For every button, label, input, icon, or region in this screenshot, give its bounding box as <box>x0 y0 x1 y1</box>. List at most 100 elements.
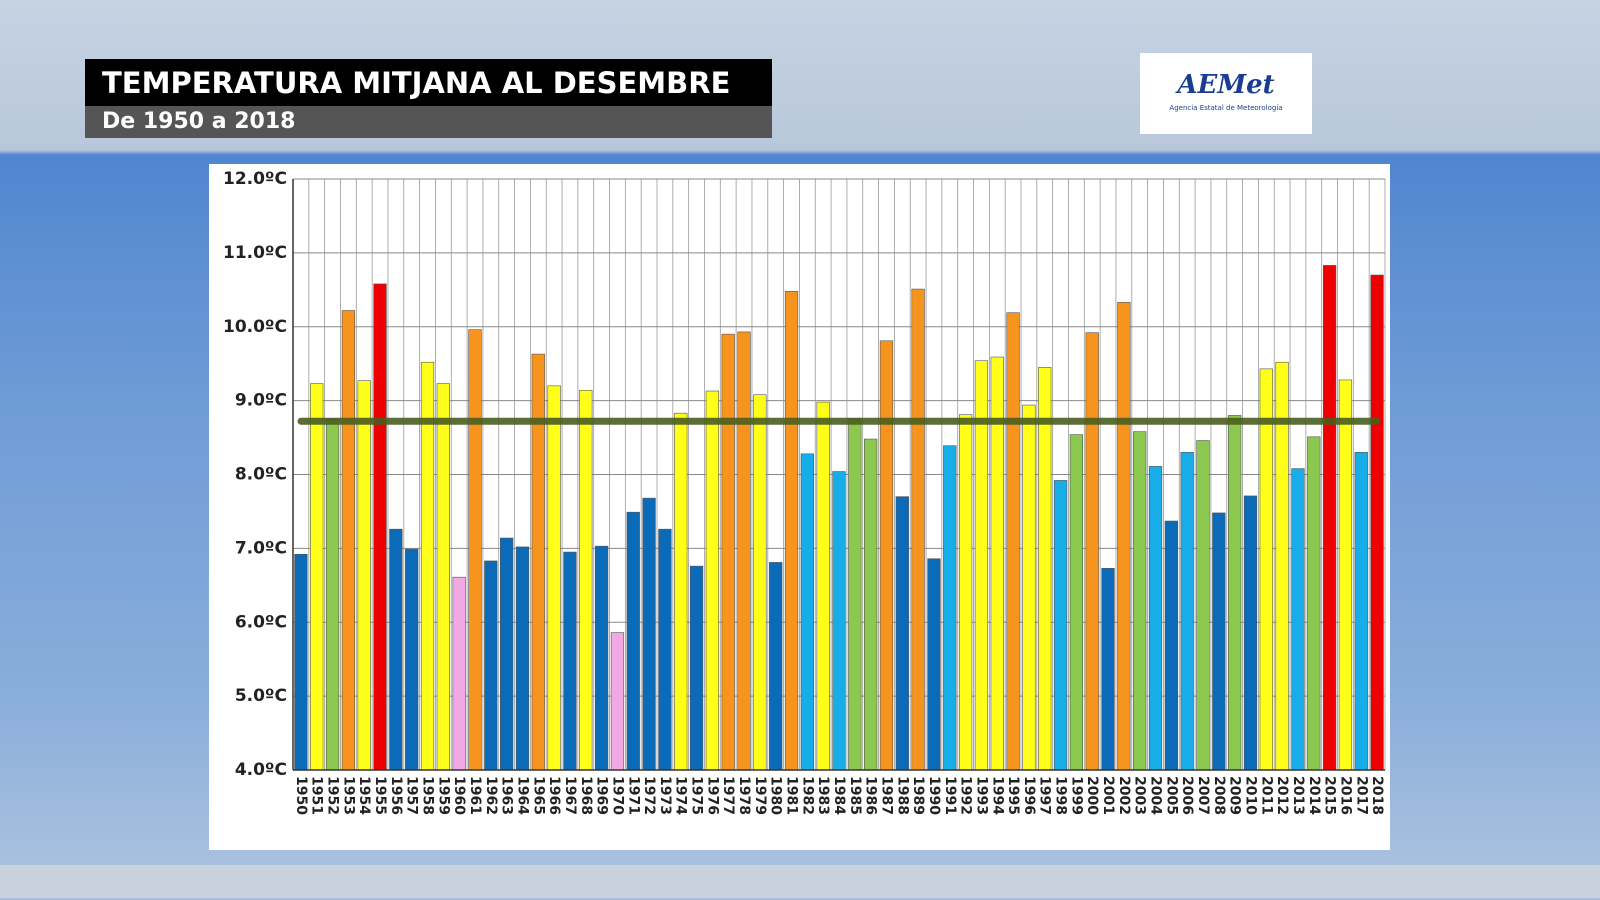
logo-box <box>1140 53 1312 134</box>
bar <box>563 551 577 771</box>
x-tick-label: 1970 <box>609 776 625 815</box>
bar <box>705 390 720 771</box>
bar <box>769 562 783 771</box>
bar <box>1212 512 1226 771</box>
x-tick-label: 1953 <box>340 776 356 815</box>
bar <box>310 383 324 771</box>
bar <box>1006 312 1020 771</box>
bar <box>468 329 482 771</box>
x-tick-label: 2005 <box>1163 776 1179 815</box>
bar <box>1354 452 1368 771</box>
x-tick-label: 1981 <box>784 776 800 815</box>
bar <box>832 471 846 771</box>
x-tick-label: 1957 <box>404 776 420 815</box>
x-tick-label: 1983 <box>815 776 831 815</box>
x-tick-label: 1982 <box>799 776 815 815</box>
x-tick-label: 2011 <box>1258 776 1274 815</box>
subtitle: De 1950 a 2018 <box>102 109 296 134</box>
bar <box>864 438 878 771</box>
x-tick-label: 1984 <box>831 776 847 815</box>
bar <box>484 560 498 771</box>
logo-name: AEMet <box>1177 70 1275 100</box>
bar <box>373 283 387 771</box>
x-tick-label: 1966 <box>546 776 562 815</box>
bar <box>610 632 625 771</box>
y-tick-label: 11.0ºC <box>223 243 287 263</box>
x-tick-label: 1975 <box>689 776 705 815</box>
x-tick-label: 1974 <box>673 776 689 815</box>
x-tick-label: 1999 <box>1068 776 1084 815</box>
bar <box>689 565 704 771</box>
x-tick-label: 1971 <box>625 776 641 815</box>
x-tick-label: 2009 <box>1227 776 1243 815</box>
x-tick-label: 2007 <box>1195 776 1211 815</box>
x-tick-label: 1985 <box>847 776 863 815</box>
x-tick-label: 1997 <box>1037 776 1053 815</box>
x-tick-label: 1991 <box>942 776 958 815</box>
bar <box>642 497 656 771</box>
bar <box>800 453 814 771</box>
bar <box>626 511 640 771</box>
bar <box>294 553 308 771</box>
bar <box>1228 415 1242 771</box>
bar <box>1370 274 1384 771</box>
bar <box>1338 379 1353 771</box>
bar <box>927 558 941 771</box>
bar <box>895 496 909 771</box>
x-tick-label: 1951 <box>309 776 325 815</box>
bar <box>1101 568 1115 771</box>
subtitle-box <box>85 106 772 138</box>
bar <box>1307 436 1321 771</box>
x-tick-label: 1959 <box>435 776 451 815</box>
x-tick-label: 1956 <box>388 776 404 815</box>
x-tick-label: 2006 <box>1179 776 1195 815</box>
bar <box>594 545 609 771</box>
x-tick-label: 1960 <box>451 776 467 815</box>
x-tick-label: 2000 <box>1084 776 1100 815</box>
x-tick-label: 1967 <box>562 776 578 815</box>
bar <box>1069 434 1084 771</box>
x-tick-label: 1980 <box>768 776 784 815</box>
x-tick-label: 2018 <box>1369 776 1385 815</box>
x-tick-label: 2008 <box>1211 776 1227 815</box>
bar <box>1243 495 1258 771</box>
bar <box>943 445 957 771</box>
x-tick-label: 1998 <box>1053 776 1069 815</box>
x-tick-label: 2017 <box>1353 776 1369 815</box>
x-tick-label: 1958 <box>420 776 436 815</box>
title: TEMPERATURA MITJANA AL DESEMBRE <box>102 66 731 100</box>
x-tick-label: 2015 <box>1322 776 1338 815</box>
x-tick-label: 1986 <box>863 776 879 815</box>
bar <box>848 418 862 771</box>
bar <box>389 528 403 771</box>
bar <box>515 546 530 771</box>
x-tick-label: 1994 <box>989 776 1005 815</box>
x-tick-label: 1950 <box>293 776 309 815</box>
bar <box>784 290 799 771</box>
x-tick-label: 1979 <box>752 776 768 815</box>
bar <box>325 418 340 771</box>
y-tick-label: 4.0ºC <box>235 760 287 780</box>
x-tick-label: 1972 <box>641 776 657 815</box>
y-tick-label: 7.0ºC <box>235 538 287 558</box>
x-tick-label: 1977 <box>720 776 736 815</box>
bar <box>1180 452 1194 771</box>
bar <box>1053 480 1068 771</box>
bar <box>579 389 593 771</box>
x-tick-label: 1992 <box>958 776 974 815</box>
x-tick-label: 1988 <box>894 776 910 815</box>
x-tick-label: 2016 <box>1337 776 1353 815</box>
bar <box>1133 431 1147 771</box>
x-tick-label: 1973 <box>657 776 673 815</box>
x-tick-label: 2012 <box>1274 776 1290 815</box>
x-tick-label: 1955 <box>372 776 388 815</box>
x-tick-label: 2013 <box>1290 776 1306 815</box>
x-tick-label: 1954 <box>356 776 372 815</box>
footer-band <box>0 865 1600 898</box>
bar <box>658 528 672 771</box>
x-tick-label: 1962 <box>483 776 499 815</box>
title-box <box>85 59 772 106</box>
x-tick-label: 1995 <box>1005 776 1021 815</box>
bar <box>1164 520 1178 771</box>
